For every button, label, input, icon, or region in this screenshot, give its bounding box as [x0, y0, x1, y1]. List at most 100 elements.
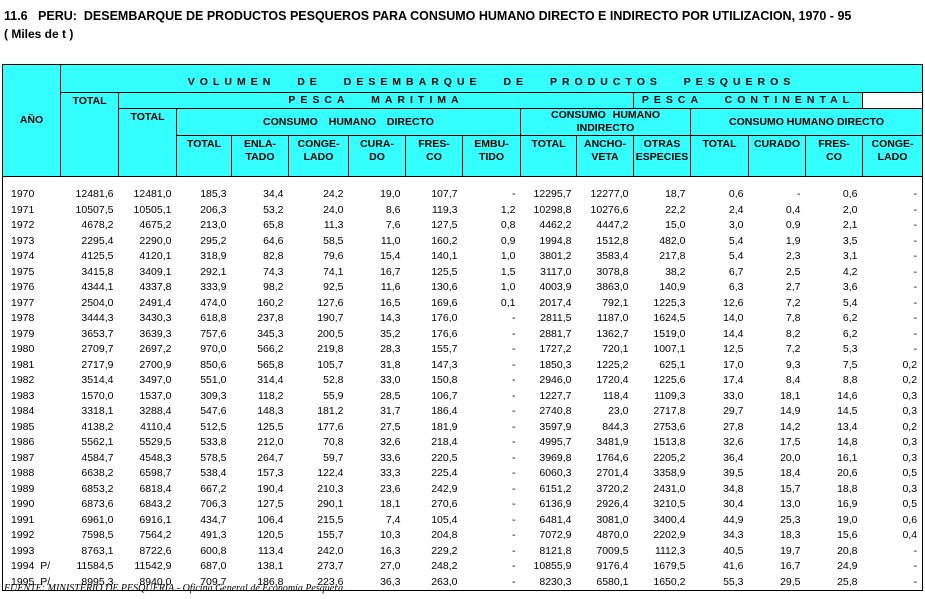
value-cell: 6580,1	[596, 575, 629, 588]
value-cell: 7564,2	[139, 529, 172, 541]
value-cell: 155,7	[431, 343, 458, 355]
value-cell: 1,2	[500, 203, 516, 216]
value-cell: 52,8	[323, 374, 344, 386]
value-cell: 0,8	[500, 219, 516, 231]
value-cell: 18,8	[837, 482, 858, 495]
value-cell: 18,4	[780, 467, 801, 479]
value-cell: 106,4	[257, 513, 284, 526]
value-cell: 6481,4	[539, 513, 572, 526]
header-cell: VOLUMEN DE DESEMBARQUE DE PRODUCTOS PESQ…	[59, 64, 924, 93]
year-cell: 1990	[11, 498, 35, 510]
value-cell: 6916,1	[139, 513, 172, 526]
value-cell: 5,4	[728, 234, 744, 247]
value-cell: 6,7	[728, 265, 744, 278]
year-cell: 1981	[11, 358, 35, 371]
value-cell: 218,4	[431, 436, 458, 448]
value-cell: 2290,0	[139, 234, 172, 247]
value-cell: 186,8	[257, 575, 284, 588]
value-cell: 176,6	[431, 327, 458, 340]
value-cell: 147,3	[431, 358, 458, 371]
value-cell: 74,3	[263, 265, 284, 278]
value-cell: -	[913, 234, 918, 247]
value-cell: 181,2	[317, 405, 344, 417]
value-cell: 1624,5	[653, 312, 686, 324]
value-cell: 14,6	[837, 389, 858, 402]
header-cell: TOTAL	[118, 108, 177, 177]
year-cell: 1971	[11, 203, 35, 216]
value-cell: 15,4	[380, 250, 401, 262]
column-header: ANCHO- VETA	[576, 135, 634, 177]
data-row: 1979 3653,7 3639,3 757,6 345,3 200,5 35,2 176,6…	[3, 327, 923, 343]
year-cell: 1988	[11, 467, 35, 479]
value-cell: 6873,6	[81, 498, 114, 510]
value-cell: 225,4	[431, 467, 458, 479]
value-cell: 16,7	[380, 265, 401, 278]
value-cell: 618,8	[200, 312, 227, 324]
value-cell: 4138,2	[81, 420, 114, 433]
value-cell: 206,3	[200, 203, 227, 216]
column-header-row: TOTAL ENLA- TADO CONGE- LADO CURA- DO FRES- CO EM…	[3, 135, 924, 177]
value-cell: 29,7	[723, 405, 744, 417]
value-cell: 64,6	[263, 234, 284, 247]
table-header: AÑO VOLUMEN DE DESEMBARQUE DE PRODUCTOS …	[2, 64, 924, 177]
value-cell: -	[512, 544, 516, 557]
year-cell: 1973	[11, 234, 35, 247]
value-cell: 8,8	[842, 374, 858, 386]
value-cell: 3,0	[728, 219, 744, 231]
value-cell: -	[512, 575, 516, 588]
value-cell: 59,7	[323, 451, 344, 464]
value-cell: 1764,6	[596, 451, 629, 464]
value-cell: 3415,8	[81, 265, 114, 278]
column-header: CONGE- LADO	[861, 135, 924, 177]
value-cell: 3639,3	[139, 327, 172, 340]
value-cell: 566,2	[257, 343, 284, 355]
value-cell: 17,5	[780, 436, 801, 448]
value-cell: 34,3	[723, 529, 744, 541]
column-header-line: LADO	[877, 151, 908, 163]
value-cell: 248,2	[431, 560, 458, 572]
data-row: 1982 3514,4 3497,0 551,0 314,4 52,8 33,0 150,8 -…	[3, 373, 923, 389]
value-cell: 16,1	[837, 451, 858, 464]
value-cell: 3653,7	[81, 327, 114, 340]
value-cell: 14,4	[723, 327, 744, 340]
data-row: 1994 P/11584,5 11542,9 687,0 138,1 273,7 27,0…	[3, 559, 923, 575]
value-cell: 107,7	[431, 188, 458, 200]
column-header: FRES- CO	[405, 135, 463, 177]
value-cell: 242,0	[317, 544, 344, 557]
data-row: 1974 4125,5 4120,1 318,9 82,8 79,6 15,4 140,1 1,…	[3, 249, 923, 265]
value-cell: 7,8	[785, 312, 801, 324]
value-cell: 36,3	[380, 575, 401, 588]
value-cell: 1537,0	[139, 389, 172, 402]
value-cell: 2,5	[785, 265, 801, 278]
value-cell: 709,7	[200, 575, 227, 588]
value-cell: -	[512, 498, 516, 510]
value-cell: 0,2	[902, 420, 918, 433]
value-cell: 204,8	[431, 529, 458, 541]
value-cell: 8,4	[785, 374, 801, 386]
value-cell: 2701,4	[596, 467, 629, 479]
value-cell: 223,6	[317, 575, 344, 588]
year-cell: 1994 P/	[11, 560, 51, 572]
value-cell: 1679,5	[653, 560, 686, 572]
value-cell: 3863,0	[596, 281, 629, 293]
value-cell: 314,4	[257, 374, 284, 386]
value-cell: 10507,5	[75, 203, 114, 216]
value-cell: 169,6	[431, 296, 458, 309]
value-cell: 7072,9	[539, 529, 572, 541]
value-cell: -	[512, 374, 516, 386]
column-header: CONGE- LADO	[288, 135, 349, 177]
value-cell: 65,8	[263, 219, 284, 231]
value-cell: 1,0	[500, 281, 516, 293]
value-cell: 30,4	[723, 498, 744, 510]
column-header-line: ANCHO-	[584, 138, 626, 150]
column-header-line: TADO	[245, 151, 275, 163]
value-cell: 8121,8	[539, 544, 572, 557]
data-row: 1972 4678,2 4675,2 213,0 65,8 11,3 7,6 127,5 0,8…	[3, 218, 923, 234]
year-cell: 1983	[11, 389, 35, 402]
value-cell: 177,6	[317, 420, 344, 433]
value-cell: -	[913, 296, 918, 309]
value-cell: 36,4	[723, 451, 744, 464]
value-cell: 118,2	[258, 389, 284, 402]
value-cell: 7598,5	[81, 529, 114, 541]
value-cell: 720,1	[602, 343, 629, 355]
